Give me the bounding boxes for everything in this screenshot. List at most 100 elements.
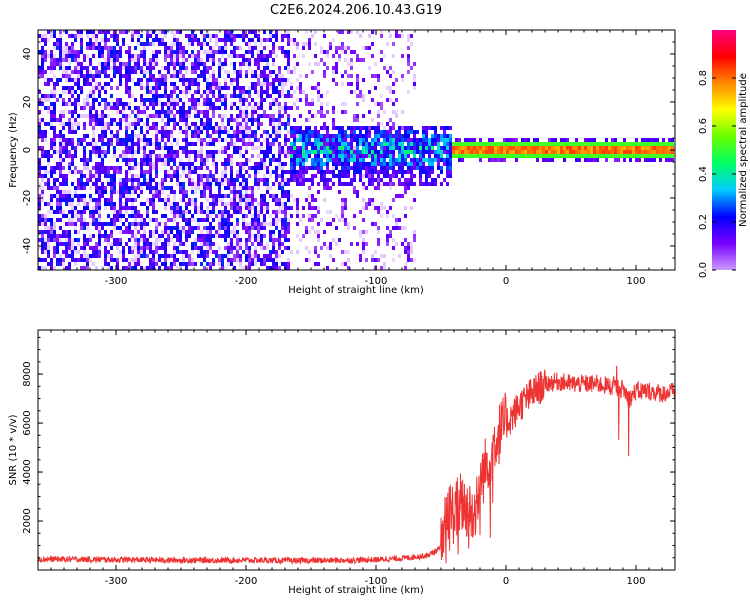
heatmap-cell [209, 230, 212, 234]
heatmap-cell [317, 210, 320, 214]
heatmap-cell [185, 234, 188, 238]
heatmap-cell [521, 138, 524, 142]
heatmap-cell [116, 210, 119, 214]
heatmap-cell [332, 134, 335, 138]
heatmap-cell [296, 182, 299, 186]
heatmap-cell [530, 146, 533, 150]
heatmap-cell [386, 166, 389, 170]
heatmap-cell [65, 174, 68, 178]
heatmap-cell [137, 66, 140, 70]
heatmap-cell [104, 154, 107, 158]
heatmap-cell [287, 178, 290, 182]
heatmap-cell [428, 166, 431, 170]
heatmap-cell [59, 110, 62, 114]
heatmap-cell [170, 166, 173, 170]
heatmap-cell [329, 154, 332, 158]
heatmap-cell [173, 70, 176, 74]
heatmap-cell [104, 106, 107, 110]
heatmap-cell [371, 42, 374, 46]
heatmap-cell [44, 78, 47, 82]
heatmap-cell [167, 158, 170, 162]
heatmap-cell [44, 122, 47, 126]
heatmap-cell [164, 170, 167, 174]
heatmap-cell [92, 114, 95, 118]
heatmap-cell [461, 158, 464, 162]
heatmap-cell [152, 94, 155, 98]
heatmap-cell [179, 62, 182, 66]
heatmap-cell [53, 178, 56, 182]
heatmap-cell [284, 230, 287, 234]
heatmap-cell [263, 166, 266, 170]
heatmap-cell [176, 122, 179, 126]
heatmap-cell [182, 194, 185, 198]
heatmap-cell [302, 150, 305, 154]
heatmap-cell [317, 130, 320, 134]
heatmap-cell [86, 162, 89, 166]
heatmap-cell [335, 82, 338, 86]
heatmap-cell [350, 154, 353, 158]
heatmap-cell [668, 146, 671, 150]
heatmap-cell [590, 158, 593, 162]
heatmap-cell [68, 50, 71, 54]
heatmap-cell [218, 126, 221, 130]
heatmap-cell [170, 54, 173, 58]
heatmap-cell [365, 154, 368, 158]
heatmap-cell [170, 158, 173, 162]
heatmap-cell [392, 122, 395, 126]
heatmap-cell [521, 146, 524, 150]
heatmap-cell [38, 166, 41, 170]
heatmap-cell [629, 150, 632, 154]
heatmap-cell [83, 134, 86, 138]
heatmap-cell [62, 46, 65, 50]
heatmap-cell [602, 154, 605, 158]
heatmap-cell [461, 154, 464, 158]
heatmap-cell [197, 178, 200, 182]
heatmap-cell [74, 246, 77, 250]
heatmap-cell [227, 142, 230, 146]
heatmap-cell [203, 162, 206, 166]
heatmap-cell [347, 250, 350, 254]
heatmap-cell [95, 154, 98, 158]
heatmap-cell [380, 254, 383, 258]
heatmap-cell [329, 186, 332, 190]
heatmap-cell [206, 158, 209, 162]
heatmap-cell [449, 134, 452, 138]
heatmap-cell [545, 150, 548, 154]
heatmap-cell [188, 158, 191, 162]
heatmap-cell [101, 114, 104, 118]
heatmap-cell [281, 174, 284, 178]
heatmap-cell [227, 118, 230, 122]
heatmap-cell [59, 122, 62, 126]
heatmap-cell [215, 202, 218, 206]
heatmap-cell [596, 154, 599, 158]
heatmap-cell [125, 30, 128, 34]
heatmap-cell [596, 142, 599, 146]
heatmap-cell [116, 98, 119, 102]
heatmap-cell [125, 130, 128, 134]
heatmap-cell [233, 46, 236, 50]
heatmap-cell [158, 70, 161, 74]
heatmap-cell [125, 78, 128, 82]
heatmap-cell [278, 46, 281, 50]
heatmap-cell [266, 254, 269, 258]
heatmap-cell [314, 206, 317, 210]
heatmap-cell [239, 146, 242, 150]
heatmap-cell [269, 254, 272, 258]
heatmap-cell [377, 158, 380, 162]
heatmap-cell [287, 118, 290, 122]
heatmap-cell [38, 102, 41, 106]
heatmap-cell [128, 246, 131, 250]
heatmap-cell [65, 234, 68, 238]
heatmap-cell [158, 38, 161, 42]
heatmap-cell [197, 62, 200, 66]
heatmap-cell [284, 202, 287, 206]
heatmap-cell [182, 210, 185, 214]
heatmap-cell [68, 118, 71, 122]
heatmap-cell [221, 226, 224, 230]
heatmap-cell [50, 138, 53, 142]
heatmap-cell [68, 234, 71, 238]
heatmap-cell [281, 86, 284, 90]
heatmap-cell [347, 46, 350, 50]
heatmap-cell [230, 222, 233, 226]
heatmap-cell [212, 242, 215, 246]
